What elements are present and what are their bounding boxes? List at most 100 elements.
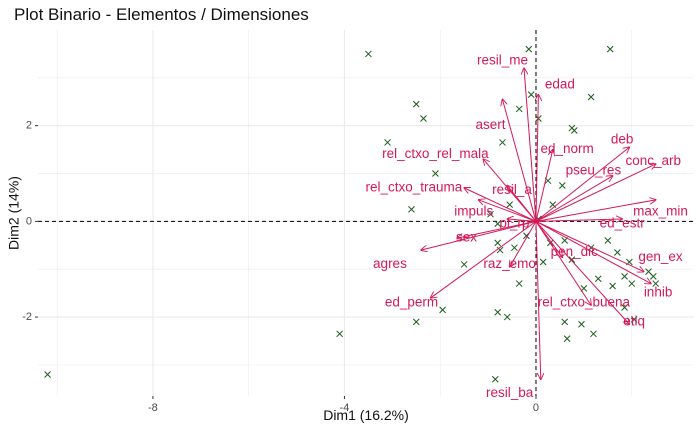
variable-arrow — [535, 221, 541, 379]
individual-point — [570, 127, 578, 134]
variable-label: resil_a — [492, 182, 532, 197]
y-tick-label: -2 — [22, 311, 32, 323]
individual-point — [645, 268, 652, 275]
individual-point — [515, 280, 523, 287]
variable-label: rel_ctxo_buena — [538, 294, 631, 309]
y-tick-label: 0 — [26, 215, 32, 227]
individual-point — [525, 45, 533, 53]
variable-arrow — [524, 68, 537, 222]
variable-arrow — [535, 200, 656, 222]
variable-label: ed_norm — [540, 141, 593, 156]
individual-point — [590, 330, 597, 338]
variable-arrow — [502, 99, 537, 222]
individual-point — [606, 45, 614, 53]
variable-label: inhib — [644, 285, 673, 300]
axis-layer: -8 -4 0 -2 0 2 Dim1 (16.2%) Dim2 (14%) — [6, 120, 539, 423]
individual-point — [628, 280, 636, 287]
individual-point — [506, 201, 514, 208]
variable-arrow — [510, 221, 537, 266]
grid-layer — [38, 30, 694, 396]
individual-point — [511, 244, 518, 252]
individual-point — [539, 258, 547, 266]
variable-arrows — [421, 68, 656, 379]
individual-point — [44, 371, 51, 378]
variable-label: agres — [373, 256, 407, 271]
individual-point — [412, 100, 420, 108]
individual-point — [499, 139, 506, 146]
individual-point — [568, 256, 576, 264]
variable-label: edad — [545, 77, 575, 92]
variable-arrow — [421, 220, 537, 250]
individual-point — [578, 320, 585, 328]
variable-label: pl_rp — [499, 215, 529, 230]
x-axis-label: Dim1 (16.2%) — [323, 407, 409, 423]
individual-point — [494, 239, 502, 247]
individual-point — [491, 375, 499, 383]
variable-label: ed_estr — [600, 215, 646, 230]
individual-point — [487, 210, 494, 218]
individual-point — [460, 261, 468, 268]
individual-point — [365, 50, 372, 58]
individual-point — [527, 91, 535, 98]
individual-point — [515, 105, 523, 113]
individual-point — [614, 249, 621, 256]
individual-point — [494, 308, 502, 316]
variable-arrow — [535, 219, 622, 221]
variable-arrow — [536, 95, 538, 222]
variable-label: max_min — [633, 203, 688, 218]
individual-point — [496, 246, 504, 254]
variable-label: rel_ctxo_trauma — [365, 179, 462, 194]
variable-arrow — [431, 220, 537, 298]
variable-arrow — [535, 176, 613, 222]
individual-point — [630, 316, 638, 323]
x-tick-label: -4 — [340, 402, 350, 414]
variable-label: gen_ex — [638, 249, 683, 264]
variable-arrow — [507, 185, 537, 222]
individual-point — [439, 306, 446, 314]
individual-point — [336, 330, 344, 338]
variable-arrow — [479, 200, 537, 222]
individual-point — [587, 93, 595, 101]
variable-arrow — [507, 219, 537, 221]
individual-point — [432, 170, 439, 177]
individual-point — [494, 220, 502, 228]
variable-arrow — [535, 164, 656, 222]
variable-label: sex — [456, 230, 477, 245]
variable-label: raz_emo — [483, 256, 536, 271]
y-tick-label: 2 — [26, 120, 32, 132]
individual-point — [621, 273, 628, 280]
individual-point — [561, 318, 569, 326]
variable-label: conc_arb — [626, 153, 682, 168]
individual-point — [604, 237, 612, 244]
individual-point — [503, 313, 511, 321]
variable-arrow — [535, 221, 629, 324]
variable-arrow — [464, 188, 537, 222]
variable-label: deb — [611, 132, 634, 147]
individual-point — [621, 304, 628, 311]
individual-point — [652, 280, 660, 287]
variable-arrow — [535, 150, 553, 222]
variable-label: resil_ba — [486, 385, 534, 400]
individual-point — [563, 335, 571, 342]
variable-arrow — [535, 220, 651, 283]
individual-point — [384, 139, 391, 146]
variable-label: impuls — [454, 203, 493, 218]
y-axis-label: Dim2 (14%) — [6, 176, 22, 250]
variable-label: asert — [475, 117, 505, 132]
variable-label: resil_me — [477, 53, 528, 68]
individual-point — [558, 182, 566, 189]
variable-arrow — [535, 221, 591, 305]
x-tick-label: -8 — [148, 402, 158, 414]
variable-label: rel_ctxo_rel_mala — [382, 146, 489, 161]
variable-label: ed_perm — [385, 294, 438, 309]
variable-arrow — [535, 220, 644, 271]
individual-point — [408, 206, 415, 213]
individual-point — [609, 282, 616, 290]
plot-panel — [38, 30, 694, 396]
individual-points — [44, 45, 660, 383]
chart-title: Plot Binario - Elementos / Dimensiones — [14, 5, 309, 24]
variable-label: pen_dic — [551, 244, 599, 259]
x-tick-label: 0 — [533, 402, 539, 414]
